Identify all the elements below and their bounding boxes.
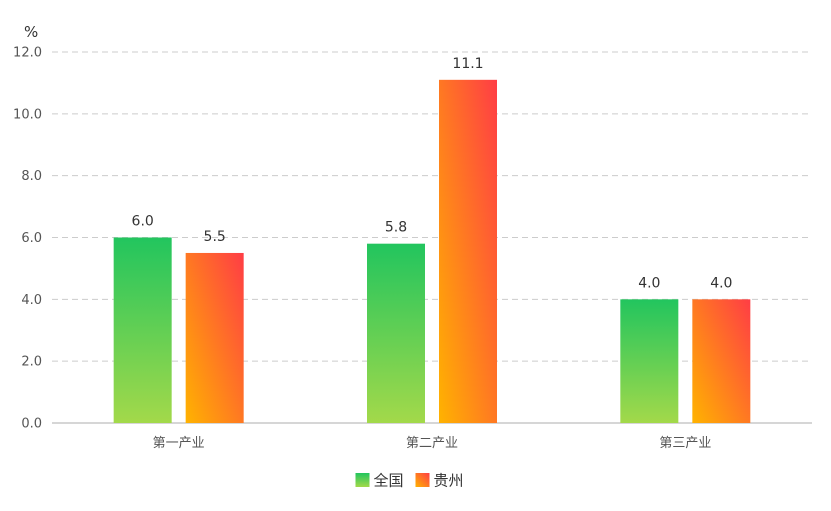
- category-label: 第一产业: [153, 436, 205, 451]
- bar-guizhou: [439, 79, 497, 423]
- axes: 0.0 2.0 4.0 6.0 8.0 10.0 12.0% 第一产业 第二产业 第三产业: [13, 23, 812, 451]
- legend-swatch: [355, 473, 370, 487]
- legend-swatch: [415, 473, 430, 487]
- value-label: 5.8: [385, 220, 407, 236]
- value-label: 5.5: [204, 229, 226, 245]
- legend-label: 贵州: [434, 472, 464, 490]
- y-tick-label: 6.0: [21, 231, 42, 246]
- value-label: 4.0: [638, 275, 660, 291]
- value-label: 11.1: [452, 56, 483, 72]
- bar-national: [620, 299, 679, 423]
- grid-lines: [52, 51, 812, 362]
- legend: 全国 贵州: [355, 472, 464, 490]
- value-labels: 6.0 5.5 5.8 11.1 4.0 4.0: [132, 56, 733, 292]
- bar-national: [113, 237, 172, 423]
- category-label: 第三产业: [659, 436, 711, 451]
- y-tick-label: 4.0: [21, 293, 42, 308]
- y-unit-label: %: [24, 23, 38, 41]
- bar-guizhou: [185, 252, 244, 423]
- legend-label: 全国: [374, 472, 404, 490]
- bars: [113, 79, 751, 423]
- value-label: 4.0: [710, 275, 732, 291]
- y-tick-label: 2.0: [21, 355, 42, 370]
- y-tick-label: 10.0: [13, 107, 42, 122]
- bar-guizhou: [692, 299, 751, 423]
- category-label: 第二产业: [406, 436, 458, 451]
- value-label: 6.0: [132, 214, 154, 230]
- y-tick-label: 8.0: [21, 169, 42, 184]
- y-tick-label: 0.0: [21, 417, 42, 432]
- bar-national: [367, 243, 425, 423]
- y-tick-label: 12.0: [13, 46, 42, 61]
